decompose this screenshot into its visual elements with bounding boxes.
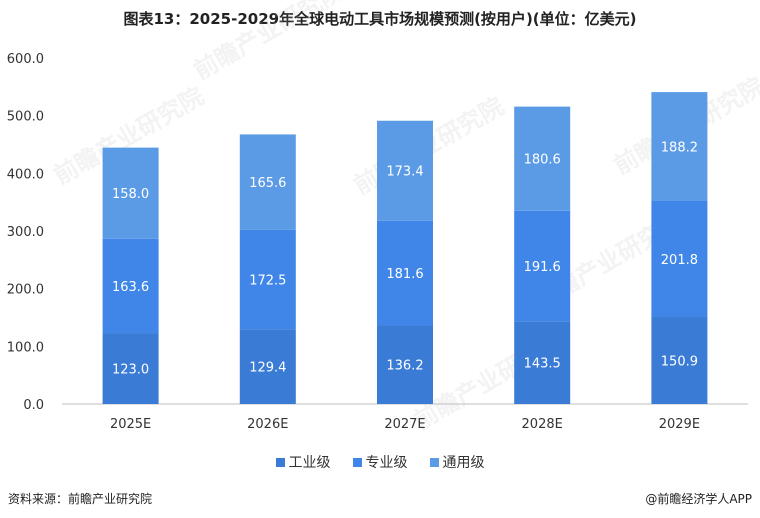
legend-label: 工业级 [288,455,331,471]
y-tick-label: 300.0 [7,225,44,240]
data-label: 163.6 [112,280,149,295]
source-note: 资料来源：前瞻产业研究院 [8,492,153,506]
bar-segment [651,92,708,201]
data-label: 129.4 [249,361,286,376]
bar-segment [514,106,571,211]
bar-segment [514,210,571,322]
bar-segment [239,329,296,404]
legend-item: 工业级 [275,452,331,472]
bar-segment [102,238,159,334]
y-tick-label: 0.0 [23,398,44,413]
legend-swatch [275,457,285,467]
data-label: 143.5 [524,357,561,372]
data-label: 180.6 [524,153,561,168]
legend-label: 通用级 [442,455,485,471]
bar-segment [239,134,296,230]
bar-segment [102,333,159,404]
data-label: 188.2 [661,140,698,155]
bar-segment [514,321,571,404]
data-label: 173.4 [386,165,423,180]
x-tick-label: 2028E [522,417,563,432]
x-tick-label: 2027E [384,417,425,432]
bar-segment [102,147,159,239]
bar-segment [377,220,433,326]
bar-segment [651,200,708,317]
x-tick-label: 2026E [247,417,288,432]
bar-segment [651,316,708,404]
y-axis: 0.0 100.0 200.0 300.0 400.0 500.0 600.0 [7,52,44,413]
data-label: 123.0 [112,363,149,378]
data-label: 191.6 [524,260,561,275]
y-tick-label: 100.0 [7,340,44,355]
brand-note: @前瞻经济学人APP [645,492,752,506]
watermark-text: 前瞻产业研究院 [189,0,348,85]
data-label: 165.6 [249,176,286,191]
y-tick-label: 600.0 [7,52,44,67]
y-tick-label: 200.0 [7,283,44,298]
legend-swatch [429,457,439,467]
data-label: 150.9 [661,354,698,369]
legend-item: 通用级 [429,452,485,472]
chart-title: 图表13：2025-2029年全球电动工具市场规模预测(按用户)(单位：亿美元) [123,10,637,28]
bar-segment [239,229,296,330]
data-label: 201.8 [661,253,698,268]
x-tick-label: 2025E [110,417,151,432]
data-label: 181.6 [386,267,423,282]
x-axis: 2025E 2026E 2027E 2028E 2029E [62,403,748,432]
data-label: 136.2 [386,359,423,374]
legend: 工业级 专业级 通用级 [0,452,760,472]
legend-label: 专业级 [365,455,408,471]
y-tick-label: 400.0 [7,167,44,182]
bars: 123.0 163.6 158.0 129.4 172.5 165.6 136.2 181.6… [102,92,708,404]
bar-segment [377,120,433,221]
bar-segment [377,325,433,404]
data-label: 158.0 [112,187,149,202]
legend-item: 专业级 [352,452,408,472]
data-label: 172.5 [249,274,286,289]
x-tick-label: 2029E [659,417,700,432]
y-tick-label: 500.0 [7,110,44,125]
legend-swatch [352,457,362,467]
